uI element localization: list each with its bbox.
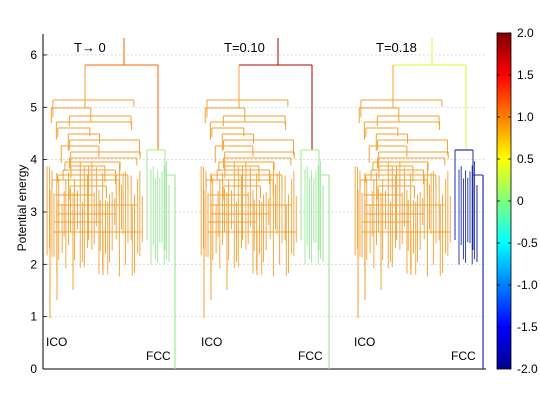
colorbar-tick-label: 0.5 [517, 152, 534, 166]
tree [354, 38, 484, 369]
y-axis-label: Potential energy [15, 165, 29, 252]
ico-label-3: ICO [354, 335, 375, 349]
y-tick-label: 5 [30, 100, 37, 114]
y-tick-label: 4 [30, 153, 37, 167]
colorbar-tick-label: -2.0 [517, 362, 538, 376]
fcc-label-3: FCC [451, 349, 476, 363]
ico-label-2: ICO [201, 335, 222, 349]
colorbar-tick-label: -1.0 [517, 278, 538, 292]
tree [46, 38, 176, 369]
axes-area: 0 1 2 3 4 5 6 [30, 34, 486, 376]
tree [200, 38, 330, 369]
panel-title-t018: T=0.18 [376, 40, 417, 55]
panel-title-t0: T→ 0 [74, 40, 106, 55]
colorbar-tick-label: -0.5 [517, 236, 538, 250]
y-tick-label: 6 [30, 48, 37, 62]
colorbar-tick-label: 1.0 [517, 110, 534, 124]
colorbar: 2.0 1.5 1.0 0.5 0 -0.5 -1.0 -1.5 -2.0 [496, 26, 538, 376]
colorbar-tick-label: -1.5 [517, 320, 538, 334]
y-tick-label: 2 [30, 257, 37, 271]
y-tick-label: 1 [30, 310, 37, 324]
fcc-label-2: FCC [298, 349, 323, 363]
panel-title-t010: T=0.10 [224, 40, 265, 55]
y-tick-label: 0 [30, 362, 37, 376]
fcc-label-1: FCC [146, 349, 171, 363]
colorbar-tick-label: 1.5 [517, 68, 534, 82]
ico-label-1: ICO [46, 335, 67, 349]
y-tick-label: 3 [30, 205, 37, 219]
colorbar-tick-label: 2.0 [517, 26, 534, 40]
panel-labels: T→ 0 T=0.10 T=0.18 ICO FCC ICO FCC ICO F… [15, 40, 476, 363]
disconnectivity-trees [46, 38, 484, 369]
colorbar-tick-label: 0 [517, 194, 524, 208]
